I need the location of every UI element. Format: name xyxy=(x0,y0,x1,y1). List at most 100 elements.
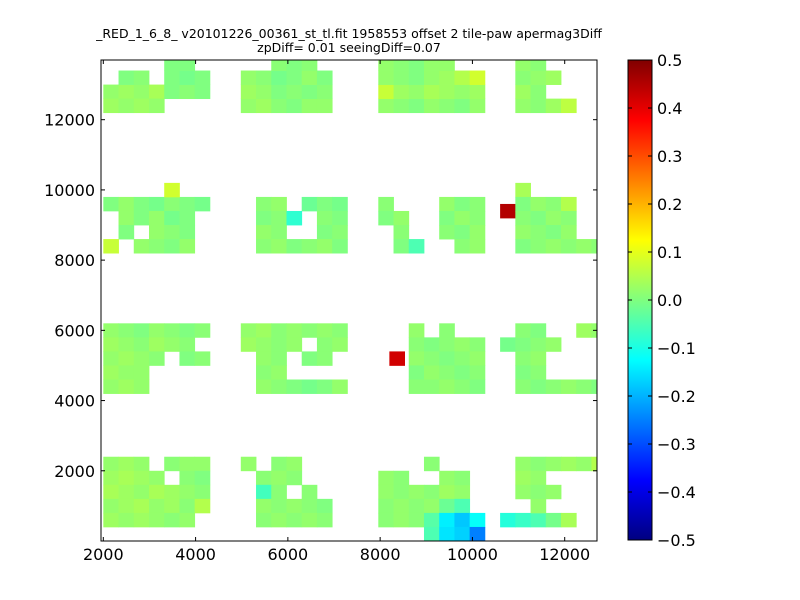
heatmap-cell xyxy=(591,456,598,472)
heatmap-cell xyxy=(545,484,562,500)
heatmap-cell xyxy=(133,498,150,514)
colorbar-tick-label: 0.0 xyxy=(657,291,682,310)
heatmap-cell xyxy=(423,70,440,85)
y-tick-label: 2000 xyxy=(54,462,95,481)
heatmap-cell xyxy=(393,60,410,71)
heatmap-cell xyxy=(393,98,410,114)
heatmap-cell xyxy=(148,351,165,366)
heatmap-cell xyxy=(133,98,150,114)
heatmap-cell xyxy=(439,210,455,226)
heatmap-cell xyxy=(454,351,471,366)
chart-title-line-2: zpDiff= 0.01 seeingDiff=0.07 xyxy=(257,40,441,55)
colorbar-tick-label: 0.1 xyxy=(657,243,682,262)
heatmap-cell xyxy=(256,239,272,254)
heatmap-cell xyxy=(256,379,272,394)
heatmap-cell xyxy=(439,526,455,542)
heatmap-cell xyxy=(164,512,180,528)
heatmap-cell xyxy=(469,512,486,528)
heatmap-cell xyxy=(256,484,272,500)
heatmap-cell xyxy=(408,60,425,71)
heatmap-cell xyxy=(286,456,303,472)
heatmap-cell xyxy=(545,98,562,114)
heatmap-cell xyxy=(118,337,135,352)
heatmap-cell xyxy=(423,84,440,100)
heatmap-cell xyxy=(194,498,211,514)
heatmap-cell xyxy=(378,210,394,226)
heatmap-cell xyxy=(316,337,333,352)
heatmap-cell xyxy=(240,323,257,338)
heatmap-cell xyxy=(271,484,287,500)
heatmap-cell xyxy=(389,351,405,366)
heatmap-cell xyxy=(454,484,471,500)
heatmap-cell xyxy=(423,498,440,514)
heatmap-cell xyxy=(439,470,455,486)
heatmap-cell xyxy=(256,498,272,514)
heatmap-cell xyxy=(271,239,287,254)
heatmap-cell xyxy=(469,379,486,394)
heatmap-cell xyxy=(179,512,196,528)
heatmap-cell xyxy=(332,379,348,394)
heatmap-cell xyxy=(316,239,333,254)
heatmap-cell xyxy=(256,70,272,85)
heatmap-cell xyxy=(271,196,287,212)
heatmap-cell xyxy=(515,98,531,114)
heatmap-cell xyxy=(271,512,287,528)
heatmap-cell xyxy=(393,470,410,486)
heatmap-cell xyxy=(454,84,471,100)
heatmap-cell xyxy=(408,484,425,500)
heatmap-cell xyxy=(301,512,318,528)
heatmap-cell xyxy=(316,210,333,226)
heatmap-cell xyxy=(378,196,394,212)
heatmap-cell xyxy=(164,196,180,212)
heatmap-cell xyxy=(271,323,287,338)
heatmap-cell xyxy=(454,470,471,486)
heatmap-cell xyxy=(179,60,196,71)
heatmap-cell xyxy=(179,351,196,366)
heatmap-cell xyxy=(423,365,440,380)
heatmap-cell xyxy=(164,182,180,198)
heatmap-cell xyxy=(118,484,135,500)
heatmap-cell xyxy=(454,239,471,254)
heatmap-cell xyxy=(148,225,165,240)
heatmap-cell xyxy=(545,337,562,352)
y-tick-label: 4000 xyxy=(54,392,95,411)
heatmap-cell xyxy=(316,225,333,240)
heatmap-cell xyxy=(148,498,165,514)
heatmap-cell xyxy=(164,60,180,71)
heatmap-cell xyxy=(103,379,119,394)
heatmap-cell xyxy=(164,84,180,100)
heatmap-cell xyxy=(469,98,486,114)
heatmap-cell xyxy=(454,512,471,528)
heatmap-cell xyxy=(408,498,425,514)
heatmap-cell xyxy=(469,337,486,352)
heatmap-cell xyxy=(286,337,303,352)
colorbar-tick-label: −0.5 xyxy=(657,531,696,550)
heatmap-cell xyxy=(179,70,196,85)
heatmap-cell xyxy=(530,484,547,500)
heatmap-cell xyxy=(378,512,394,528)
heatmap-cell xyxy=(118,470,135,486)
colorbar-tick-label: −0.2 xyxy=(657,387,696,406)
heatmap-cell xyxy=(500,203,516,219)
heatmap-cell xyxy=(423,484,440,500)
heatmap-cell xyxy=(393,225,410,240)
heatmap-cell xyxy=(301,323,318,338)
heatmap-cell xyxy=(118,225,135,240)
heatmap-cell xyxy=(133,484,150,500)
heatmap-cell xyxy=(286,512,303,528)
heatmap-cell xyxy=(378,470,394,486)
heatmap-cell xyxy=(561,379,577,394)
heatmap-cell xyxy=(148,337,165,352)
heatmap-cell xyxy=(500,512,516,528)
heatmap-cell xyxy=(103,512,119,528)
heatmap-cell xyxy=(148,196,165,212)
heatmap-cell xyxy=(469,351,486,366)
x-tick-label: 12000 xyxy=(539,545,590,564)
heatmap-cell xyxy=(240,337,257,352)
heatmap-cell xyxy=(423,351,440,366)
x-tick-label: 2000 xyxy=(83,545,124,564)
heatmap-cell xyxy=(286,70,303,85)
heatmap-cell xyxy=(256,470,272,486)
x-axis: 2000 4000 6000 8000 10000 12000 xyxy=(83,60,590,564)
